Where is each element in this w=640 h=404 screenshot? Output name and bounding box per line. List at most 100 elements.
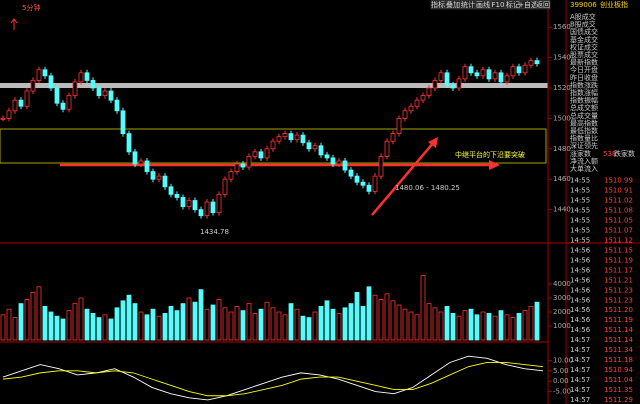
stat-label: 指数涨幅 [570, 88, 598, 97]
volume-bar [174, 310, 180, 341]
candle-body [96, 87, 102, 96]
volume-bar [462, 310, 468, 341]
candle-body [372, 175, 378, 192]
period: 5分钟 [22, 3, 40, 12]
y-tick-label: 1540 [553, 54, 571, 62]
tick-price: 1511.35 [604, 386, 633, 394]
toolbar-label[interactable]: 指标 [431, 0, 445, 9]
stat-label: 总成交额 [570, 103, 598, 112]
candle-body [216, 193, 222, 214]
tick-price: 1511.23 [604, 296, 633, 304]
tick-time: 14:57 [570, 376, 590, 384]
volume-bar [420, 275, 426, 341]
toolbar-button[interactable] [535, 0, 551, 10]
candle-body [138, 160, 144, 165]
candle-body [450, 84, 456, 89]
toolbar-label[interactable]: +自选 [518, 0, 538, 9]
divider-band [0, 83, 548, 88]
y-tick-label: 10.00 [553, 356, 573, 364]
tick-price: 1511.08 [604, 207, 633, 215]
candle-body [12, 99, 18, 112]
candle-body [366, 184, 372, 192]
toolbar-button[interactable] [505, 0, 521, 10]
stat-label: 深证领先 [570, 141, 598, 150]
volume-bar [522, 310, 528, 341]
toolbar-label[interactable]: 叠加 [446, 0, 460, 9]
volume-bar [90, 312, 96, 341]
candle-body [474, 72, 480, 77]
volume-bar [402, 308, 408, 341]
volume-bar [18, 303, 24, 341]
candle-body [108, 90, 114, 101]
tick-price: 1510.99 [604, 177, 633, 185]
volume-bar [150, 308, 156, 341]
volume-bar [222, 307, 228, 341]
tick-time: 14:55 [570, 207, 590, 215]
toolbar-label[interactable]: 标记 [506, 0, 520, 9]
platform-box [0, 128, 547, 164]
volume-bar [132, 303, 138, 341]
candle-body [180, 197, 186, 207]
stat-label: B股成交 [570, 20, 596, 29]
volume-bar [246, 303, 252, 341]
candle-body [252, 151, 258, 157]
candle-body [492, 72, 498, 80]
macd-line [2, 362, 544, 397]
tick-price: 1511.21 [604, 276, 633, 284]
candle-body [42, 69, 48, 77]
volume-bar [372, 294, 378, 341]
volume-bar [366, 286, 372, 341]
candle-body [120, 110, 126, 135]
candle-body [342, 160, 348, 171]
candle-body [54, 87, 60, 104]
volume-bar [294, 308, 300, 341]
toolbar-button[interactable] [445, 0, 461, 10]
stat-label: 净流入额 [570, 156, 598, 165]
volume-bar [168, 305, 174, 341]
toolbar-button[interactable] [475, 0, 491, 10]
toolbar-button[interactable] [490, 0, 506, 10]
tick-time: 14:55 [570, 197, 590, 205]
candle-body [156, 175, 162, 180]
volume-bar [288, 303, 294, 341]
tick-time: 14:56 [570, 326, 591, 334]
tick-price: 1511.02 [604, 197, 633, 205]
tick-price: 1510.91 [604, 187, 633, 195]
volume-bar [492, 315, 498, 341]
volume-bar [180, 303, 186, 341]
y-tick-label: 1520 [553, 84, 571, 92]
volume-bar [378, 298, 384, 341]
candle-body [30, 80, 36, 92]
stat-label: 基金成交 [570, 35, 598, 44]
volume-bar [480, 311, 486, 341]
tick-price: 1511.23 [604, 286, 633, 294]
tick-time: 14:55 [570, 187, 590, 195]
volume-bar [108, 318, 114, 341]
volume-bar [102, 314, 108, 341]
volume-bar [78, 297, 84, 341]
toolbar-label[interactable]: 统计 [461, 0, 475, 9]
candle-body [462, 66, 468, 80]
stat-label: 指数量比 [570, 134, 598, 143]
volume-bar [318, 305, 324, 341]
candle-body [360, 181, 366, 186]
y-tick-label: 1500 [553, 114, 571, 122]
candle-body [150, 171, 156, 180]
volume-bar [432, 307, 438, 341]
candle-body [516, 66, 522, 74]
toolbar-label[interactable]: 返回 [536, 1, 550, 9]
candle-body [36, 69, 42, 81]
toolbar-label[interactable]: F10 [492, 1, 505, 9]
toolbar-button[interactable] [460, 0, 476, 10]
toolbar-label[interactable]: 画线 [476, 0, 490, 9]
candle-body [276, 136, 282, 142]
toolbar-button[interactable] [520, 0, 536, 10]
tick-time: 14:56 [570, 306, 591, 314]
toolbar-button[interactable] [430, 0, 446, 10]
tick-price: 1511.34 [604, 346, 633, 354]
volume-bar [162, 312, 168, 341]
volume-bar [0, 314, 6, 341]
candle-body [24, 90, 30, 107]
candle-body [522, 64, 528, 74]
candle-body [162, 175, 168, 188]
